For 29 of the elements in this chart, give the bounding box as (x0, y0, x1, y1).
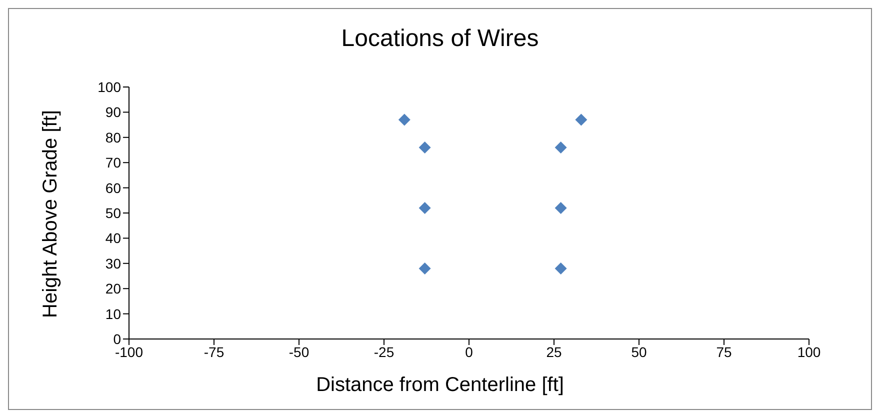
x-tick-label: 75 (716, 344, 732, 360)
y-tick-label: 90 (105, 104, 122, 120)
y-tick-label: 50 (105, 204, 122, 221)
x-tick-label: 25 (546, 344, 562, 360)
y-tick-label: 40 (105, 230, 122, 246)
point (418, 202, 431, 214)
point (554, 141, 567, 154)
y-tick-label: 80 (105, 129, 122, 146)
y-tick-label: 100 (98, 78, 122, 95)
y-tick-label: 10 (105, 306, 122, 322)
x-tick-label: -50 (288, 344, 310, 360)
point (418, 262, 431, 274)
y-tick-label: 60 (105, 180, 122, 196)
x-tick-label: -25 (374, 344, 394, 360)
y-axis-title: Height Above Grade [ft] (40, 110, 62, 318)
chart-title: Locations of Wires (340, 25, 540, 53)
y-tick-label: 30 (105, 255, 122, 272)
point (418, 141, 431, 154)
x-tick-label: 0 (465, 344, 474, 360)
point (554, 202, 567, 214)
point (554, 262, 567, 274)
x-tick-label: 50 (631, 344, 647, 360)
x-axis-title: Distance from Centerline [ft] (315, 374, 565, 397)
y-tick-label: 70 (105, 154, 122, 171)
point (398, 114, 410, 126)
x-tick-label: -75 (204, 344, 224, 360)
point (575, 114, 588, 126)
x-tick-label: 100 (797, 344, 821, 360)
y-tick-label: 20 (105, 280, 122, 297)
